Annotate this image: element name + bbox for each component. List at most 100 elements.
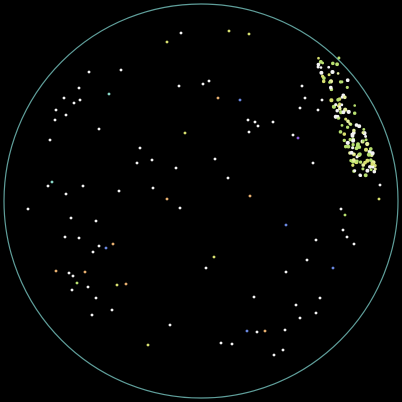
star	[358, 173, 362, 177]
star	[26, 207, 30, 211]
star	[328, 85, 333, 90]
star	[50, 180, 54, 184]
star	[373, 164, 377, 168]
star	[361, 167, 365, 171]
star	[72, 101, 76, 105]
star	[207, 79, 211, 83]
star	[327, 65, 331, 69]
star	[351, 143, 355, 147]
star	[230, 342, 234, 346]
star	[316, 108, 320, 112]
star	[256, 124, 260, 128]
star	[107, 92, 111, 96]
star	[363, 173, 368, 178]
star	[77, 236, 81, 240]
star	[357, 124, 362, 129]
star	[364, 134, 368, 138]
star	[370, 162, 375, 166]
star	[344, 117, 348, 121]
star	[291, 133, 295, 137]
star	[271, 120, 275, 124]
star	[331, 61, 335, 66]
star	[353, 169, 357, 173]
star	[281, 348, 285, 352]
star	[354, 146, 359, 151]
star	[316, 65, 320, 69]
star	[248, 194, 252, 198]
star	[63, 235, 67, 239]
star	[77, 86, 81, 90]
star	[349, 150, 354, 155]
star	[219, 341, 223, 345]
star	[97, 244, 101, 248]
star	[46, 184, 50, 188]
star	[335, 108, 339, 113]
star	[343, 144, 348, 149]
star	[355, 144, 359, 147]
star	[343, 213, 347, 217]
star	[296, 136, 300, 140]
star	[204, 266, 208, 270]
star	[366, 152, 371, 157]
star	[365, 158, 370, 163]
star	[227, 29, 231, 33]
star	[321, 61, 325, 65]
star	[263, 329, 267, 333]
star	[378, 183, 382, 187]
star	[336, 114, 340, 118]
star	[226, 176, 230, 180]
star	[94, 219, 98, 223]
star	[346, 119, 350, 123]
star	[238, 98, 242, 102]
star	[351, 158, 356, 162]
star	[94, 296, 98, 300]
star	[179, 31, 183, 35]
star	[335, 62, 339, 67]
star	[64, 192, 68, 196]
star	[350, 132, 354, 136]
star	[253, 120, 257, 124]
star	[338, 102, 342, 106]
star	[345, 78, 350, 83]
star	[351, 163, 355, 167]
star	[83, 270, 87, 274]
star	[320, 74, 325, 78]
star	[338, 130, 343, 134]
star	[135, 161, 139, 165]
star	[369, 158, 373, 162]
star	[320, 98, 324, 102]
star	[247, 32, 251, 36]
star	[377, 197, 381, 201]
star	[341, 228, 345, 232]
horizon-circle	[3, 3, 399, 399]
star	[372, 169, 377, 174]
star	[373, 167, 377, 171]
star	[146, 343, 150, 347]
star	[340, 124, 344, 127]
star	[318, 296, 322, 300]
star	[341, 110, 346, 115]
star	[150, 158, 154, 162]
star	[366, 142, 370, 146]
star	[330, 69, 335, 75]
star	[321, 79, 326, 84]
star	[345, 125, 350, 129]
star	[300, 84, 304, 88]
star	[337, 56, 341, 60]
star	[370, 151, 375, 156]
star	[62, 96, 66, 100]
star	[138, 146, 142, 150]
star	[345, 85, 349, 89]
star	[54, 269, 58, 273]
star	[177, 84, 181, 88]
star	[124, 282, 128, 286]
star	[351, 138, 356, 143]
star	[342, 95, 347, 100]
star	[283, 328, 287, 332]
star	[81, 184, 85, 188]
star	[357, 152, 362, 157]
star	[352, 242, 356, 246]
star	[314, 238, 318, 242]
star-field	[26, 29, 382, 357]
